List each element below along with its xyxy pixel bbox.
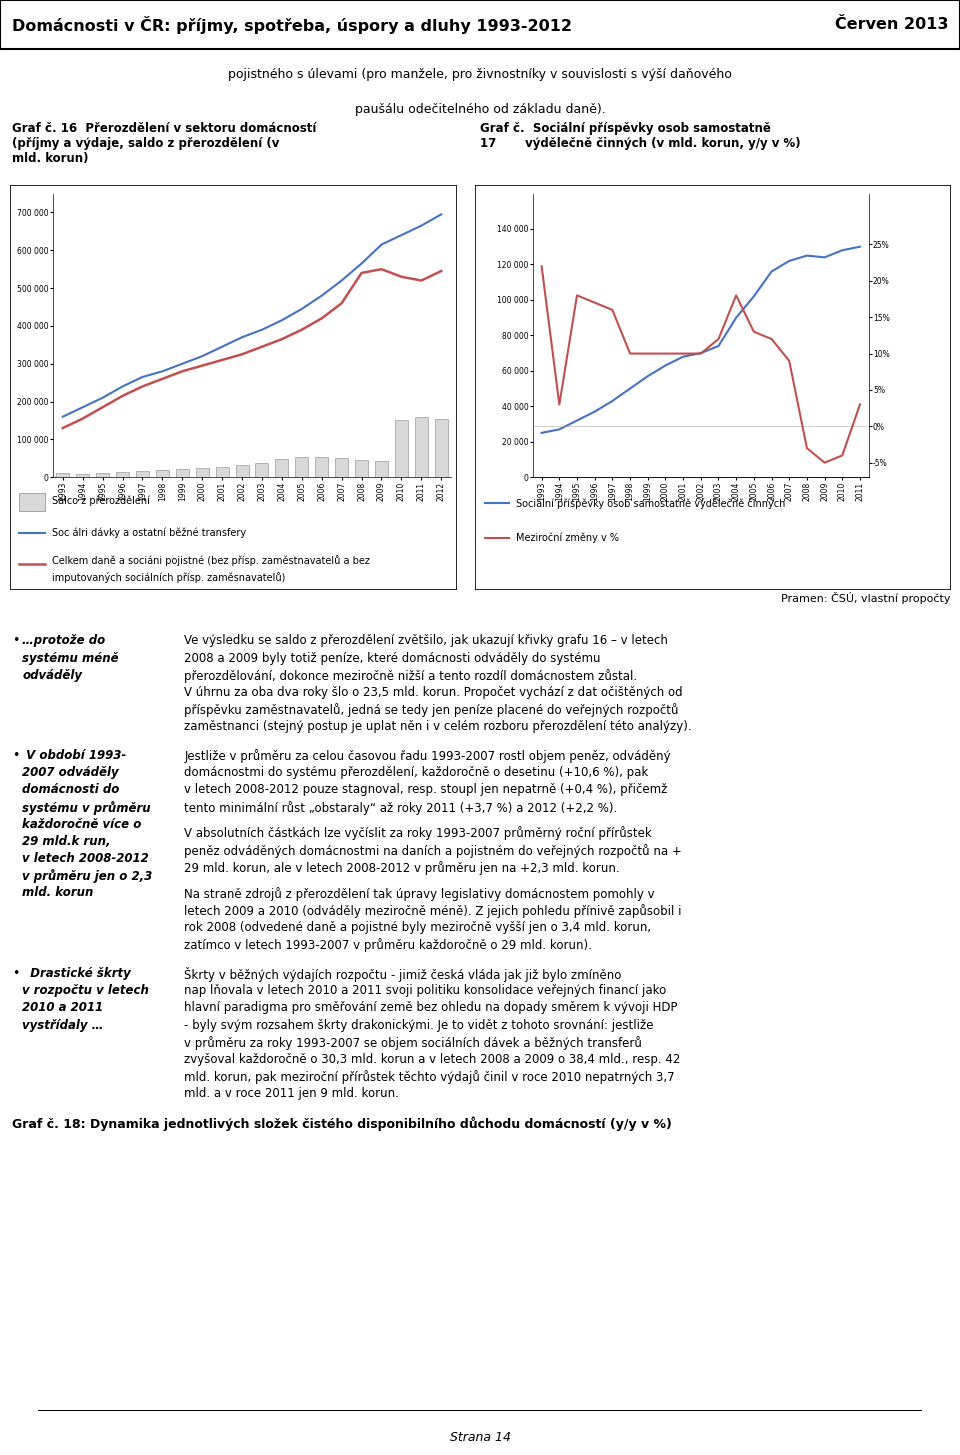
Text: hlavní paradigma pro směřování země bez ohledu na dopady směrem k vývoji HDP: hlavní paradigma pro směřování země bez … <box>184 1001 678 1014</box>
Text: Na straně zdrojů z přerozdělení tak úpravy legislativy domácnostem pomohly v: Na straně zdrojů z přerozdělení tak úpra… <box>184 886 655 901</box>
Bar <box>276 460 288 477</box>
Text: Celkem daně a sociáni pojistné (bez přísp. zaměstnavatelů a bez: Celkem daně a sociáni pojistné (bez přís… <box>52 554 370 566</box>
Text: přerozdělování, dokonce meziročně nižší a tento rozdíl domácnostem zůstal.: přerozdělování, dokonce meziročně nižší … <box>184 669 637 682</box>
Text: Meziroční změny v %: Meziroční změny v % <box>516 533 619 543</box>
Text: Graf č. 18: Dynamika jednotlivých složek čistého disponibilního důchodu domácnos: Graf č. 18: Dynamika jednotlivých složek… <box>12 1116 671 1131</box>
Text: Drastické škrty: Drastické škrty <box>22 968 131 981</box>
Text: 29 mld. korun, ale v letech 2008-2012 v průměru jen na +2,3 mld. korun.: 29 mld. korun, ale v letech 2008-2012 v … <box>184 861 620 874</box>
Text: letech 2009 a 2010 (odváděly meziročně méně). Z jejich pohledu přínivě zapůsobil: letech 2009 a 2010 (odváděly meziročně m… <box>184 904 682 918</box>
Text: V období 1993-: V období 1993- <box>22 749 127 762</box>
Text: Ve výsledku se saldo z přerozdělení zvětšilo, jak ukazují křivky grafu 16 – v le: Ve výsledku se saldo z přerozdělení zvět… <box>184 634 668 647</box>
Text: domácnosti do: domácnosti do <box>22 783 119 796</box>
Bar <box>395 420 408 477</box>
Text: Strana 14: Strana 14 <box>449 1432 511 1443</box>
Bar <box>19 493 45 511</box>
Text: - byly svým rozsahem škrty drakonickými. Je to vidět z tohoto srovnání: jestliže: - byly svým rozsahem škrty drakonickými.… <box>184 1018 654 1032</box>
Text: …protože do: …protože do <box>22 634 106 647</box>
Text: Pramen: ČSÚ, vlastní propočty: Pramen: ČSÚ, vlastní propočty <box>780 592 950 604</box>
Text: v rozpočtu v letech: v rozpočtu v letech <box>22 984 149 997</box>
Text: rok 2008 (odvedené daně a pojistné byly meziročně vyšší jen o 3,4 mld. korun,: rok 2008 (odvedené daně a pojistné byly … <box>184 921 652 934</box>
Bar <box>196 469 208 477</box>
Text: 2010 a 2011: 2010 a 2011 <box>22 1001 104 1014</box>
Text: každoročně více o: každoročně více o <box>22 818 141 831</box>
Bar <box>355 460 368 477</box>
Bar <box>255 463 269 477</box>
Text: Graf č.  Sociální příspěvky osob samostatně
17       výdělečně činných (v mld. k: Graf č. Sociální příspěvky osob samostat… <box>480 122 801 150</box>
Text: Domácnosti v ČR: příjmy, spotřeba, úspory a dluhy 1993-2012: Domácnosti v ČR: příjmy, spotřeba, úspor… <box>12 16 571 33</box>
Bar <box>116 471 129 477</box>
Bar <box>136 471 149 477</box>
Text: příspěvku zaměstnavatelů, jedná se tedy jen peníze placené do veřejných rozpočtů: příspěvku zaměstnavatelů, jedná se tedy … <box>184 703 679 717</box>
Text: Sociální příspěvky osob samostatně výdělečně činných: Sociální příspěvky osob samostatně výděl… <box>516 498 785 509</box>
Text: peněz odváděných domácnostmi na daních a pojistném do veřejných rozpočtů na +: peněz odváděných domácnostmi na daních a… <box>184 844 682 857</box>
Text: 2007 odváděly: 2007 odváděly <box>22 767 119 780</box>
Text: •: • <box>12 968 20 981</box>
Bar <box>216 467 228 477</box>
Text: v průměru za roky 1993-2007 se objem sociálních dávek a běžných transferů: v průměru za roky 1993-2007 se objem soc… <box>184 1036 642 1049</box>
Text: domácnostmi do systému přerozdělení, každoročně o desetinu (+10,6 %), pak: domácnostmi do systému přerozdělení, kaž… <box>184 767 649 780</box>
Text: zvyšoval každoročně o 30,3 mld. korun a v letech 2008 a 2009 o 38,4 mld., resp. : zvyšoval každoročně o 30,3 mld. korun a … <box>184 1053 681 1067</box>
Text: mld. korun: mld. korun <box>22 886 93 899</box>
Bar <box>76 474 89 477</box>
Text: vystřídaly …: vystřídaly … <box>22 1018 104 1032</box>
Text: Škrty v běžných výdajích rozpočtu - jimiž česká vláda jak již bylo zmíněno: Škrty v běžných výdajích rozpočtu - jimi… <box>184 968 622 982</box>
Text: mld. a v roce 2011 jen 9 mld. korun.: mld. a v roce 2011 jen 9 mld. korun. <box>184 1087 399 1100</box>
Text: 2008 a 2009 byly totiž peníze, které domácnosti odváděly do systému: 2008 a 2009 byly totiž peníze, které dom… <box>184 652 601 665</box>
Text: Soc álri dávky a ostatní běžné transfery: Soc álri dávky a ostatní běžné transfery <box>52 527 246 538</box>
Bar <box>415 418 428 477</box>
Text: v průměru jen o 2,3: v průměru jen o 2,3 <box>22 869 153 883</box>
Text: mld. korun, pak meziroční přírůstek těchto výdajů činil v roce 2010 nepatrných 3: mld. korun, pak meziroční přírůstek těch… <box>184 1069 675 1084</box>
Text: •: • <box>12 634 20 647</box>
Text: nap lňovala v letech 2010 a 2011 svoji politiku konsolidace veřejných financí ja: nap lňovala v letech 2010 a 2011 svoji p… <box>184 984 666 997</box>
Bar <box>176 469 189 477</box>
Text: systému v průměru: systému v průměru <box>22 800 151 815</box>
Text: pojistného s úlevami (pro manžele, pro živnostníky v souvislosti s výší daňového: pojistného s úlevami (pro manžele, pro ž… <box>228 68 732 81</box>
Text: 29 mld.k run,: 29 mld.k run, <box>22 835 110 848</box>
Bar <box>156 470 169 477</box>
Text: odváděly: odváděly <box>22 669 82 682</box>
Bar <box>296 457 308 477</box>
Bar <box>375 461 388 477</box>
Bar <box>335 458 348 477</box>
Text: systému méně: systému méně <box>22 652 119 665</box>
Text: V úhrnu za oba dva roky šlo o 23,5 mld. korun. Propočet vychází z dat očištěných: V úhrnu za oba dva roky šlo o 23,5 mld. … <box>184 685 683 698</box>
Bar <box>435 419 447 477</box>
Bar <box>57 473 69 477</box>
Text: Červen 2013: Červen 2013 <box>835 17 948 32</box>
Text: Graf č. 16  Přerozdělení v sektoru domácností
(příjmy a výdaje, saldo z přerozdě: Graf č. 16 Přerozdělení v sektoru domácn… <box>12 122 316 166</box>
Text: Jestliže v průměru za celou časovou řadu 1993-2007 rostl objem peněz, odváděný: Jestliže v průměru za celou časovou řadu… <box>184 749 671 762</box>
Text: Salco z přerozdělení: Salco z přerozdělení <box>52 496 150 506</box>
Text: v letech 2008-2012: v letech 2008-2012 <box>22 853 149 866</box>
Bar <box>96 473 109 477</box>
Text: v letech 2008-2012 pouze stagnoval, resp. stoupl jen nepatrně (+0,4 %), přičemž: v letech 2008-2012 pouze stagnoval, resp… <box>184 783 668 796</box>
Text: paušálu odečitelného od základu daně).: paušálu odečitelného od základu daně). <box>354 103 606 116</box>
Text: zaměstnanci (stejný postup je uplat něn i v celém rozboru přerozdělení této anal: zaměstnanci (stejný postup je uplat něn … <box>184 720 692 733</box>
Bar <box>235 464 249 477</box>
Bar <box>315 457 328 477</box>
Text: zatímco v letech 1993-2007 v průměru každoročně o 29 mld. korun).: zatímco v letech 1993-2007 v průměru kaž… <box>184 938 592 952</box>
Text: V absolutních částkách lze vyčíslit za roky 1993-2007 průměrný roční přírůstek: V absolutních částkách lze vyčíslit za r… <box>184 826 652 841</box>
Text: imputovaných sociálních přísp. zaměsnavatelů): imputovaných sociálních přísp. zaměsnava… <box>52 572 285 582</box>
Text: •: • <box>12 749 20 762</box>
Text: tento minimální růst „obstaraly“ až roky 2011 (+3,7 %) a 2012 (+2,2 %).: tento minimální růst „obstaraly“ až roky… <box>184 800 617 815</box>
